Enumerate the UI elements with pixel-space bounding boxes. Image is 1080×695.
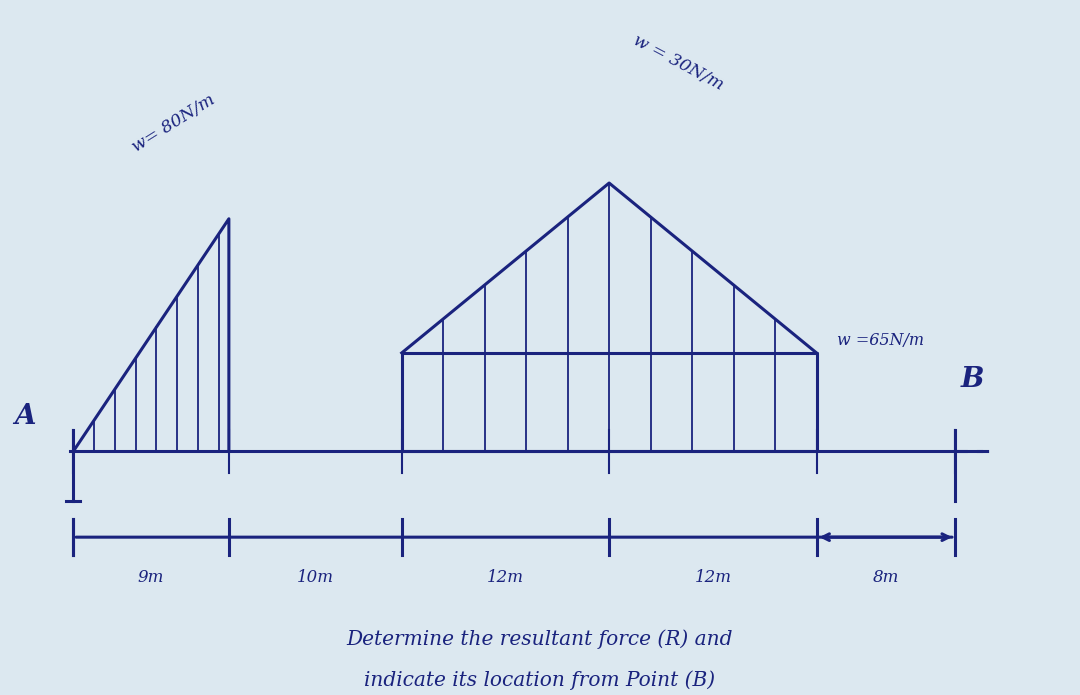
Text: B: B <box>960 366 984 393</box>
Text: w= 80N/m: w= 80N/m <box>129 92 218 156</box>
Text: 9m: 9m <box>138 569 164 587</box>
Text: 12m: 12m <box>487 569 524 587</box>
Text: w =65N/m: w =65N/m <box>837 332 924 349</box>
Text: 10m: 10m <box>297 569 334 587</box>
Text: w = 30N/m: w = 30N/m <box>630 32 727 94</box>
Text: indicate its location from Point (B): indicate its location from Point (B) <box>364 671 716 690</box>
Text: Determine the resultant force (R) and: Determine the resultant force (R) and <box>347 629 733 649</box>
Text: 12m: 12m <box>694 569 731 587</box>
Text: A: A <box>14 403 36 430</box>
Text: 8m: 8m <box>873 569 899 587</box>
